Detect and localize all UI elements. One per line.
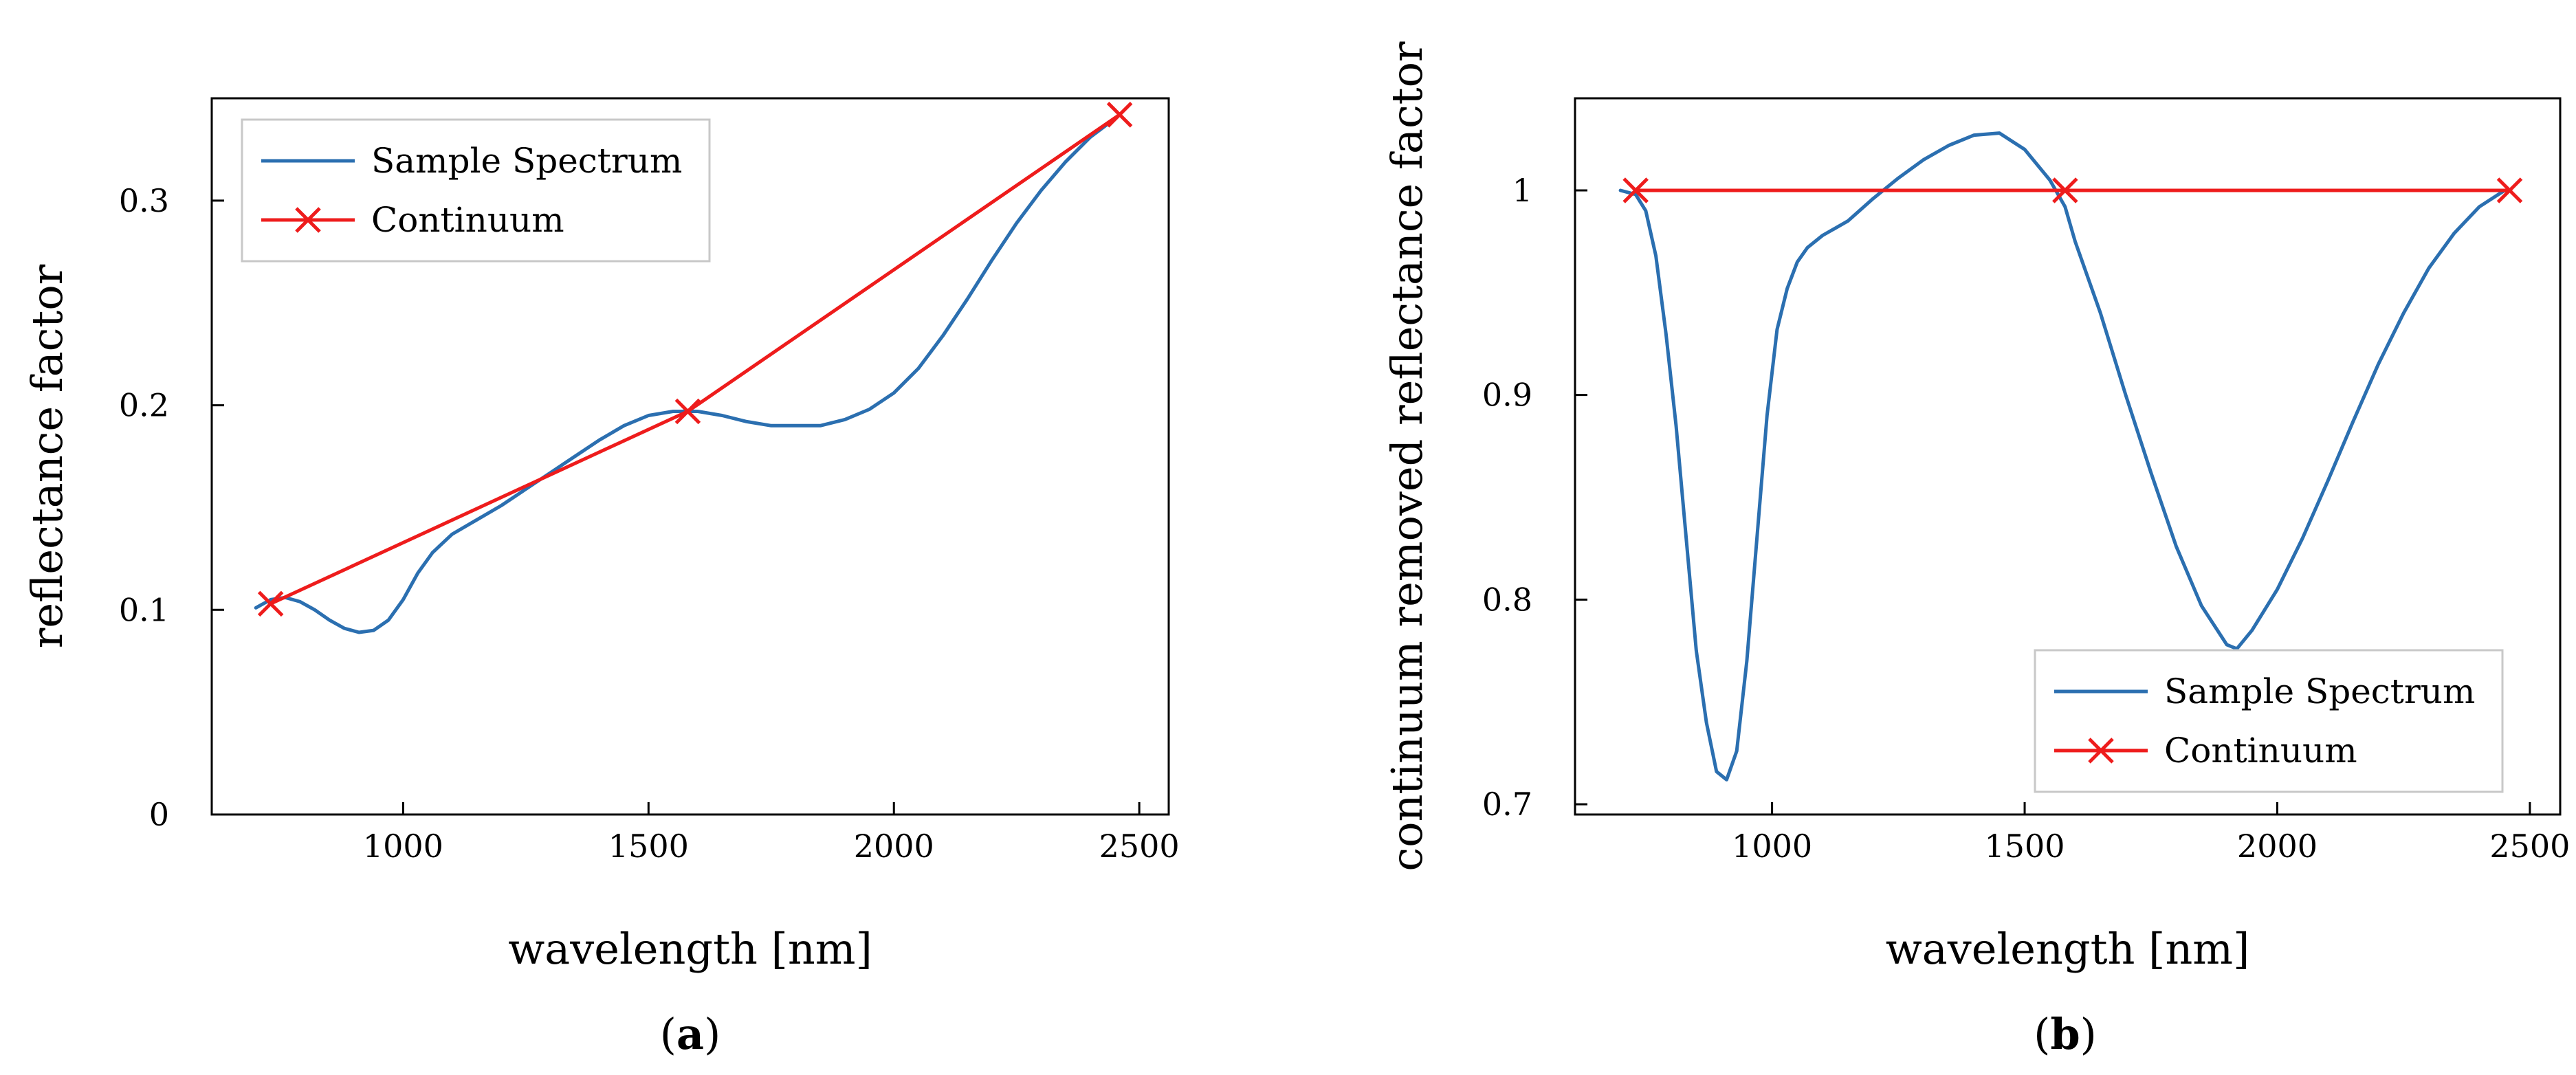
marker-stroke	[2496, 177, 2523, 203]
marker-stroke	[2052, 177, 2078, 203]
legend-box	[2034, 649, 2504, 793]
caption-paren: )	[704, 1009, 720, 1059]
legend-marker	[2088, 738, 2114, 764]
continuum-marker	[2496, 177, 2523, 203]
x-axis-label: wavelength [nm]	[1886, 924, 2250, 974]
continuum-marker	[257, 590, 284, 617]
caption-paren: (	[2034, 1009, 2050, 1059]
x-tick-label: 1500	[1984, 828, 2065, 865]
legend-label: Sample Spectrum	[2164, 672, 2475, 711]
legend-label: Continuum	[371, 200, 564, 240]
x-tick-label: 1000	[363, 828, 443, 865]
y-tick-label: 0.2	[119, 387, 169, 424]
caption-paren: (	[660, 1009, 676, 1059]
caption-paren: )	[2080, 1009, 2097, 1059]
y-tick-label: 0.1	[119, 591, 169, 628]
marker-stroke	[257, 590, 284, 617]
x-axis-label: wavelength [nm]	[508, 924, 872, 974]
continuum-marker	[1622, 177, 1649, 203]
caption-letter: b	[2050, 1009, 2080, 1059]
subfigure-caption: (b)	[2034, 1009, 2097, 1059]
subfigure-caption: (a)	[660, 1009, 721, 1059]
continuum-marker	[1106, 102, 1133, 128]
y-axis-label: reflectance factor	[22, 264, 72, 648]
continuum-marker	[2052, 177, 2078, 203]
y-tick-label: 0	[149, 796, 169, 833]
x-tick-label: 2000	[854, 828, 934, 865]
y-axis-label: continuum removed reflectance factor	[1382, 41, 1432, 871]
plot-frame	[210, 97, 1170, 816]
caption-letter: a	[676, 1009, 704, 1059]
plot-frame	[1574, 97, 2562, 816]
marker-stroke	[1106, 102, 1133, 128]
legend-box	[241, 118, 711, 263]
legend: Sample Spectrum Continuum	[241, 118, 711, 263]
legend: Sample Spectrum Continuum	[2034, 649, 2504, 793]
sample-spectrum-line	[1618, 131, 2507, 782]
chart-b: 1000 1500 2000 2500 0.7 0.8 0.9 1 wavelength [nm…	[1382, 41, 2570, 1059]
y-tick-label: 0.9	[1482, 377, 1532, 414]
x-tick-label: 1500	[608, 828, 689, 865]
y-tick-label: 0.7	[1482, 786, 1532, 823]
chart-a: 1000 1500 2000 2500 0 0.1 0.2 0.3 wavelength [nm…	[22, 97, 1180, 1059]
x-tick-label: 2000	[2237, 828, 2318, 865]
marker-stroke	[674, 398, 701, 425]
legend-label: Sample Spectrum	[371, 141, 682, 181]
continuum-marker	[674, 398, 701, 425]
x-tick-label: 2500	[1099, 828, 1180, 865]
y-tick-label: 1	[1512, 172, 1532, 209]
marker-stroke	[1622, 177, 1649, 203]
sample-spectrum-line	[254, 113, 1122, 634]
legend-marker	[295, 207, 321, 233]
y-tick-label: 0.8	[1482, 581, 1532, 618]
legend-label: Continuum	[2164, 731, 2357, 771]
x-tick-label: 2500	[2489, 828, 2570, 865]
y-tick-label: 0.3	[119, 182, 169, 219]
x-tick-label: 1000	[1732, 828, 1812, 865]
